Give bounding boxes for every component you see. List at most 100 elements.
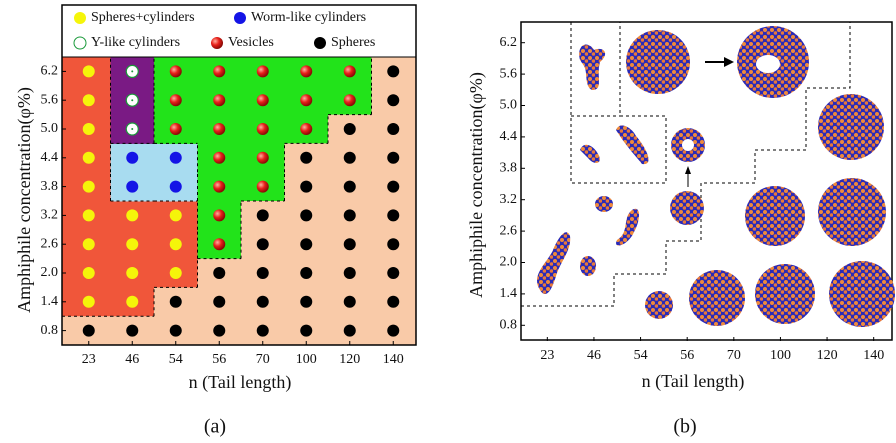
- point: [256, 180, 269, 193]
- micelle: [579, 44, 606, 90]
- vesicle-cavity: [682, 139, 694, 151]
- point: [300, 65, 313, 78]
- frame: [520, 21, 893, 341]
- point: [343, 94, 356, 107]
- point: [343, 238, 356, 251]
- y-tick-label: 4.4: [500, 129, 518, 144]
- point: [387, 65, 400, 78]
- micelle: [537, 232, 571, 295]
- point: [387, 151, 400, 164]
- point: [387, 180, 400, 193]
- point: [169, 94, 182, 107]
- point: [213, 267, 226, 279]
- point: [82, 151, 95, 164]
- micelle: [745, 186, 805, 246]
- point: [343, 324, 356, 337]
- point: [300, 295, 313, 308]
- point: [256, 65, 269, 78]
- legend-label: Spheres+cylinders: [91, 10, 195, 25]
- y-tick-label: 5.6: [41, 92, 59, 107]
- point: [387, 238, 400, 251]
- y-tick-label: 5.6: [500, 66, 518, 81]
- y-tick-label: 1.4: [41, 294, 59, 309]
- point: [82, 65, 95, 78]
- point: [82, 209, 95, 222]
- point: [213, 209, 226, 222]
- x-tick-label: 54: [169, 352, 183, 367]
- x-tick-label: 56: [680, 348, 694, 363]
- micelle: [626, 30, 690, 94]
- point-center: [131, 99, 134, 102]
- point: [343, 123, 356, 135]
- legend-item: Y-like cylinders: [73, 35, 180, 50]
- legend-marker: [234, 12, 246, 24]
- point: [387, 209, 400, 222]
- point: [213, 238, 226, 251]
- x-tick-label: 70: [727, 348, 741, 363]
- frame: [61, 4, 417, 346]
- point: [213, 180, 226, 193]
- legend-marker: [211, 37, 223, 49]
- point: [256, 123, 269, 135]
- x-tick-label: 140: [383, 352, 404, 367]
- point: [256, 238, 269, 251]
- panel-b: n (Tail length) Amphiphile concentration…: [466, 21, 895, 438]
- arrow-head: [685, 166, 691, 174]
- point: [82, 324, 95, 337]
- point: [343, 65, 356, 78]
- x-tick-label: 140: [863, 348, 884, 363]
- point: [169, 151, 182, 164]
- point: [387, 324, 400, 337]
- point: [126, 151, 139, 164]
- boundary: [570, 22, 667, 184]
- point: [387, 267, 400, 279]
- point: [343, 151, 356, 164]
- point: [387, 123, 400, 135]
- point: [169, 238, 182, 251]
- point: [300, 209, 313, 222]
- x-tick-label: 70: [256, 352, 270, 367]
- micelle: [616, 125, 649, 165]
- y-tick-label: 2.0: [41, 265, 59, 280]
- point-center: [131, 70, 134, 73]
- point: [169, 123, 182, 135]
- point: [82, 267, 95, 279]
- point: [82, 238, 95, 251]
- legend-label: Spheres: [331, 35, 375, 50]
- point: [300, 324, 313, 337]
- point: [126, 209, 139, 222]
- micelle: [645, 291, 673, 319]
- y-tick-label: 3.8: [41, 179, 59, 194]
- legend-marker: [314, 37, 326, 49]
- point: [82, 123, 95, 135]
- x-tick-label: 120: [817, 348, 838, 363]
- point: [213, 151, 226, 164]
- legend-item: Spheres: [314, 35, 375, 50]
- y-tick-label: 3.2: [500, 192, 518, 207]
- point: [169, 65, 182, 78]
- boundary: [521, 22, 851, 307]
- x-tick-label: 54: [634, 348, 648, 363]
- x-tick-label: 100: [296, 352, 317, 367]
- y-tick-label: 5.0: [41, 121, 59, 136]
- point: [126, 180, 139, 193]
- y-tick-label: 3.2: [41, 208, 59, 223]
- point: [169, 209, 182, 222]
- point: [213, 324, 226, 337]
- point: [256, 295, 269, 308]
- y-axis-label: Amphiphile concentration(φ%): [14, 87, 35, 313]
- point: [256, 209, 269, 222]
- point: [300, 180, 313, 193]
- x-tick-label: 46: [587, 348, 601, 363]
- point: [82, 295, 95, 308]
- point: [300, 151, 313, 164]
- point-center: [131, 128, 134, 130]
- panel-a: n (Tail length) Amphiphile concentration…: [14, 4, 417, 438]
- micelle: [818, 94, 884, 160]
- point: [387, 94, 400, 107]
- micelle: [580, 144, 600, 163]
- micelle: [818, 178, 886, 246]
- point: [126, 324, 139, 337]
- point: [82, 94, 95, 107]
